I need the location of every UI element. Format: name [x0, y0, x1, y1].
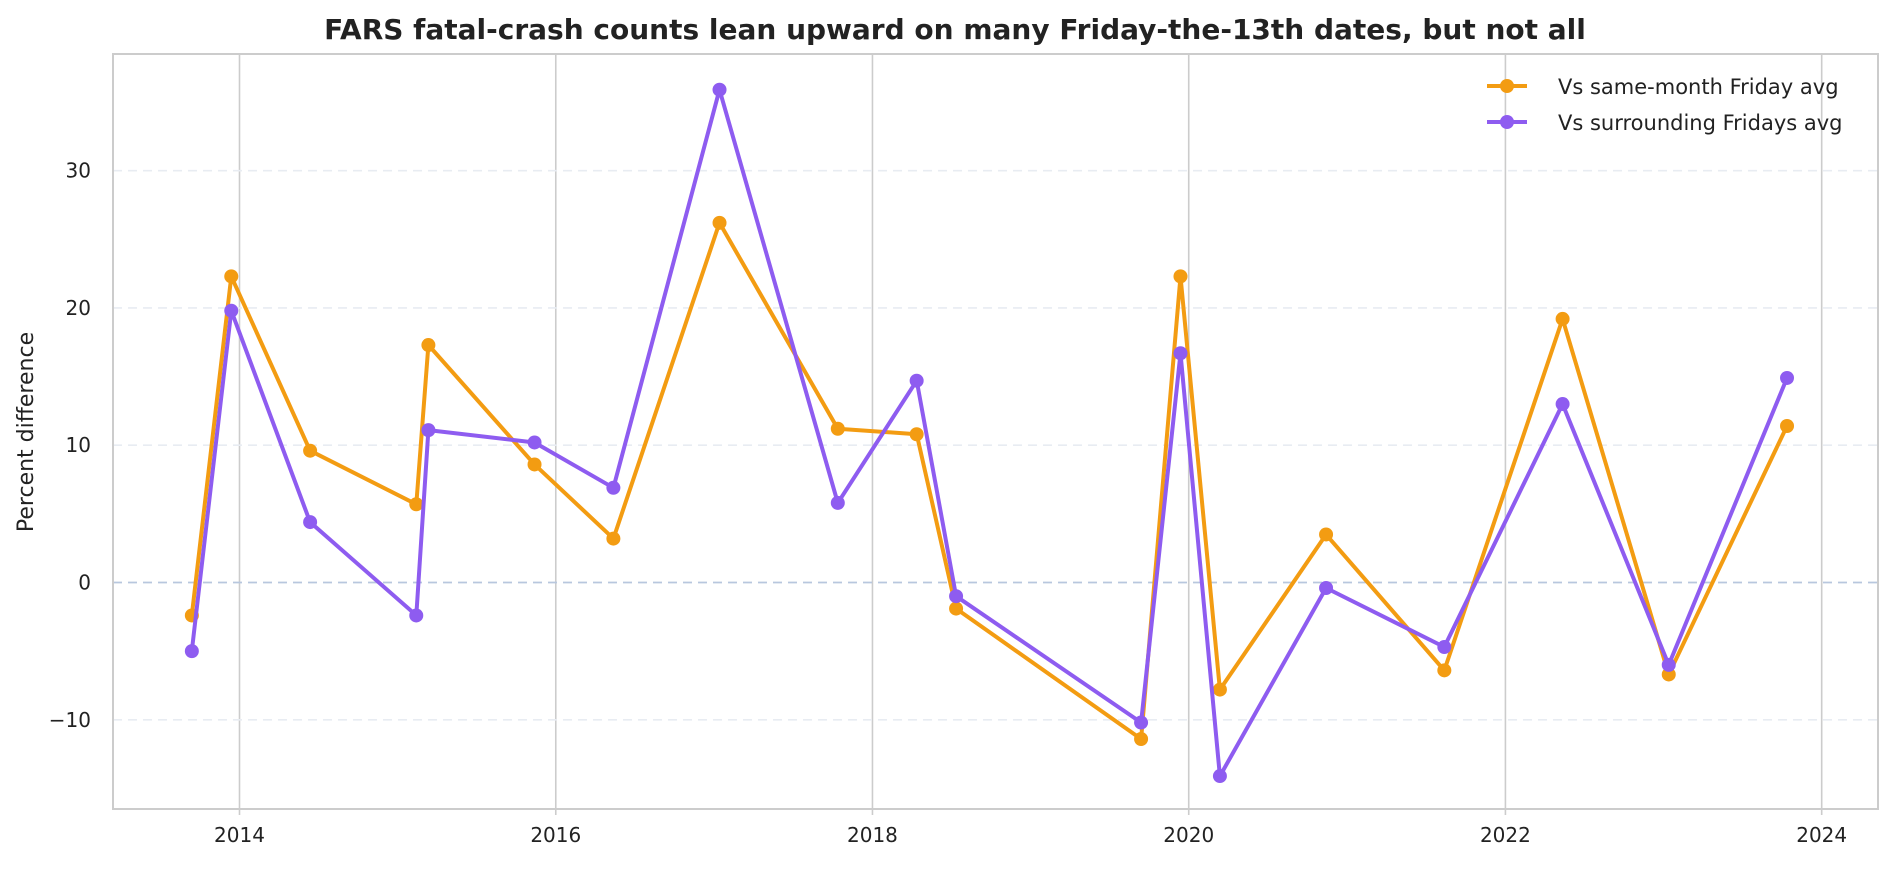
data-point: [224, 303, 239, 318]
data-point: [1212, 769, 1227, 784]
data-point: [1134, 715, 1149, 730]
legend: Vs same-month Friday avg Vs surrounding F…: [1487, 75, 1843, 135]
data-point: [421, 338, 436, 353]
data-point: [409, 497, 424, 512]
y-tick-label: −10: [49, 708, 91, 732]
data-point: [303, 515, 318, 530]
data-point: [1555, 311, 1570, 326]
data-point: [909, 373, 924, 388]
data-point: [409, 608, 424, 623]
legend-label: Vs surrounding Fridays avg: [1558, 111, 1843, 135]
data-point: [421, 423, 436, 438]
data-point: [1134, 731, 1149, 746]
data-point: [712, 215, 727, 230]
x-tick-label: 2024: [1796, 823, 1847, 847]
data-point: [224, 269, 239, 284]
data-point: [1173, 346, 1188, 361]
data-point: [949, 601, 964, 616]
data-point: [1173, 269, 1188, 284]
data-point: [830, 495, 845, 510]
y-axis-label: Percent difference: [14, 332, 39, 532]
data-point: [606, 531, 621, 546]
x-axis-ticks: 2014 2016 2018 2020 2022 2024: [214, 809, 1847, 847]
series-2: [184, 82, 1795, 784]
data-point: [303, 443, 318, 458]
y-tick-label: 0: [78, 571, 91, 595]
data-point: [527, 435, 542, 450]
legend-marker: [1500, 79, 1514, 93]
data-point: [909, 427, 924, 442]
data-point: [1661, 667, 1676, 682]
data-point: [527, 457, 542, 472]
data-point: [1437, 640, 1452, 655]
data-point: [606, 480, 621, 495]
x-tick-label: 2016: [530, 823, 581, 847]
x-tick-label: 2018: [847, 823, 898, 847]
y-tick-label: 20: [66, 296, 91, 320]
data-point: [1319, 527, 1334, 542]
legend-item: Vs surrounding Fridays avg: [1487, 111, 1843, 135]
data-point: [830, 421, 845, 436]
series: [184, 82, 1795, 784]
data-point: [1212, 682, 1227, 697]
data-point: [712, 82, 727, 97]
data-point: [184, 644, 199, 659]
y-axis-ticks: −10 0 10 20 30: [49, 159, 91, 732]
data-point: [1555, 397, 1570, 412]
plot-area-frame: [112, 53, 1879, 810]
y-tick-label: 10: [66, 433, 91, 457]
legend-marker: [1500, 115, 1514, 129]
legend-item: Vs same-month Friday avg: [1487, 75, 1839, 99]
x-tick-label: 2014: [214, 823, 265, 847]
data-point: [1319, 580, 1334, 595]
data-point: [1437, 663, 1452, 678]
data-point: [1780, 419, 1795, 434]
y-tick-label: 30: [66, 159, 91, 183]
x-tick-label: 2020: [1163, 823, 1214, 847]
x-tick-label: 2022: [1480, 823, 1531, 847]
data-point: [1780, 370, 1795, 385]
legend-label: Vs same-month Friday avg: [1558, 75, 1839, 99]
chart-title: FARS fatal-crash counts lean upward on m…: [324, 13, 1586, 46]
data-point: [1661, 657, 1676, 672]
data-point: [949, 589, 964, 604]
